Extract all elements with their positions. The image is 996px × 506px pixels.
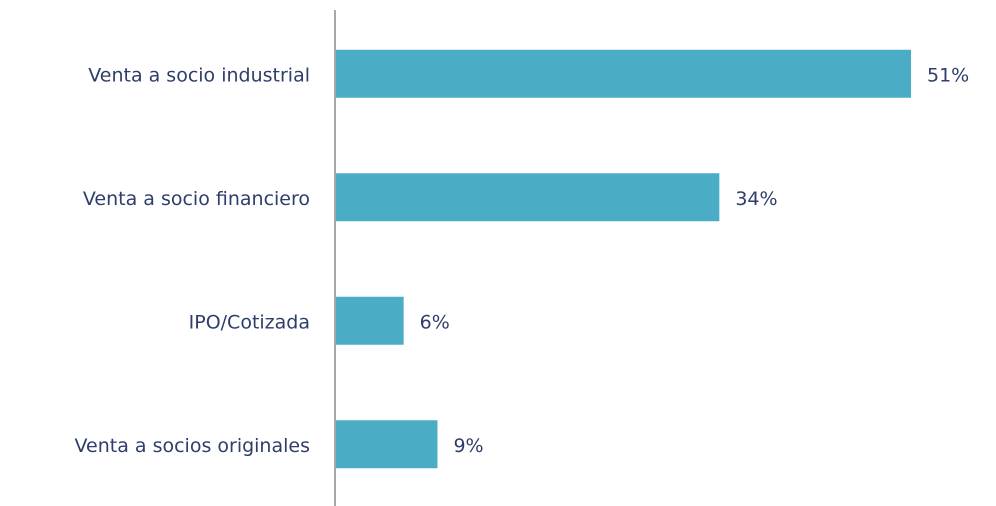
- y-tick-label: Venta a socio financiero: [83, 188, 310, 210]
- bar: [336, 420, 438, 469]
- data-label: 9%: [453, 435, 483, 457]
- y-tick-label: IPO/Cotizada: [189, 311, 310, 333]
- y-tick-label: Venta a socios originales: [75, 435, 311, 457]
- data-label: 51%: [927, 64, 969, 86]
- bar: [336, 49, 911, 98]
- bar: [336, 296, 404, 345]
- data-label: 6%: [420, 311, 450, 333]
- bar: [336, 173, 720, 222]
- data-label: 34%: [735, 188, 777, 210]
- y-tick-label: Venta a socio industrial: [88, 64, 310, 86]
